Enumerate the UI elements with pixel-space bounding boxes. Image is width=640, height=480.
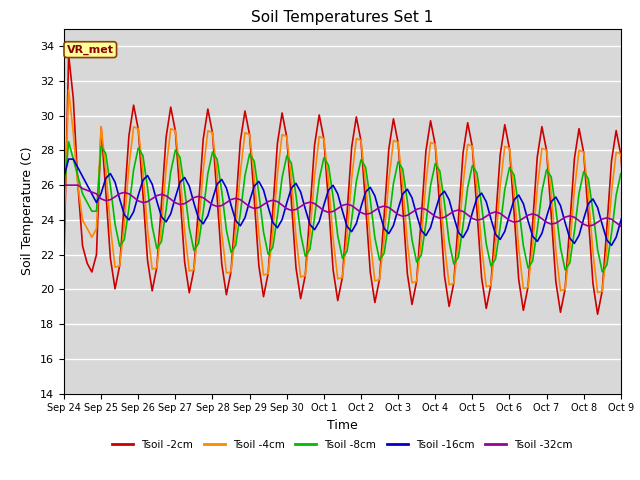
Tsoil -16cm [306, 222, 314, 228]
Line: Tsoil -16cm: Tsoil -16cm [64, 159, 640, 247]
Tsoil -4cm [626, 252, 634, 257]
Tsoil -4cm [65, 87, 72, 93]
Tsoil -16cm [65, 156, 72, 162]
Tsoil -2cm [283, 134, 291, 140]
Tsoil -4cm [283, 133, 291, 139]
Tsoil -8cm [626, 210, 634, 216]
Tsoil -8cm [65, 139, 72, 144]
Tsoil -4cm [571, 187, 579, 193]
Tsoil -4cm [209, 130, 216, 135]
Tsoil -16cm [209, 196, 216, 202]
Tsoil -32cm [626, 224, 634, 230]
Tsoil -8cm [209, 149, 216, 155]
Tsoil -32cm [621, 225, 629, 231]
Tsoil -2cm [571, 156, 579, 162]
Tsoil -8cm [571, 228, 579, 234]
Line: Tsoil -32cm: Tsoil -32cm [64, 185, 640, 228]
Tsoil -2cm [371, 300, 379, 305]
Tsoil -4cm [306, 231, 314, 237]
Tsoil -2cm [306, 209, 314, 215]
Y-axis label: Soil Temperature (C): Soil Temperature (C) [22, 147, 35, 276]
Tsoil -16cm [371, 193, 379, 199]
Tsoil -16cm [626, 198, 634, 204]
Line: Tsoil -4cm: Tsoil -4cm [64, 90, 640, 295]
Tsoil -16cm [60, 174, 68, 180]
Tsoil -32cm [60, 182, 68, 188]
X-axis label: Time: Time [327, 419, 358, 432]
Text: VR_met: VR_met [67, 45, 114, 55]
Tsoil -4cm [60, 226, 68, 231]
Tsoil -16cm [283, 200, 291, 206]
Tsoil -2cm [626, 283, 634, 288]
Tsoil -8cm [60, 191, 68, 197]
Tsoil -32cm [301, 201, 309, 206]
Tsoil -32cm [566, 213, 573, 219]
Tsoil -32cm [278, 202, 286, 208]
Tsoil -32cm [366, 211, 374, 216]
Line: Tsoil -8cm: Tsoil -8cm [64, 142, 640, 274]
Tsoil -8cm [306, 246, 314, 252]
Line: Tsoil -2cm: Tsoil -2cm [64, 55, 640, 316]
Tsoil -8cm [371, 235, 379, 240]
Tsoil -2cm [65, 52, 72, 58]
Title: Soil Temperatures Set 1: Soil Temperatures Set 1 [252, 10, 433, 25]
Tsoil -4cm [371, 278, 379, 284]
Tsoil -32cm [204, 198, 212, 204]
Tsoil -16cm [571, 240, 579, 246]
Tsoil -8cm [283, 153, 291, 159]
Tsoil -2cm [60, 255, 68, 261]
Tsoil -2cm [209, 130, 216, 136]
Legend: Tsoil -2cm, Tsoil -4cm, Tsoil -8cm, Tsoil -16cm, Tsoil -32cm: Tsoil -2cm, Tsoil -4cm, Tsoil -8cm, Tsoi… [108, 436, 577, 454]
Tsoil -8cm [636, 271, 640, 276]
Tsoil -4cm [631, 292, 639, 298]
Tsoil -2cm [631, 313, 639, 319]
